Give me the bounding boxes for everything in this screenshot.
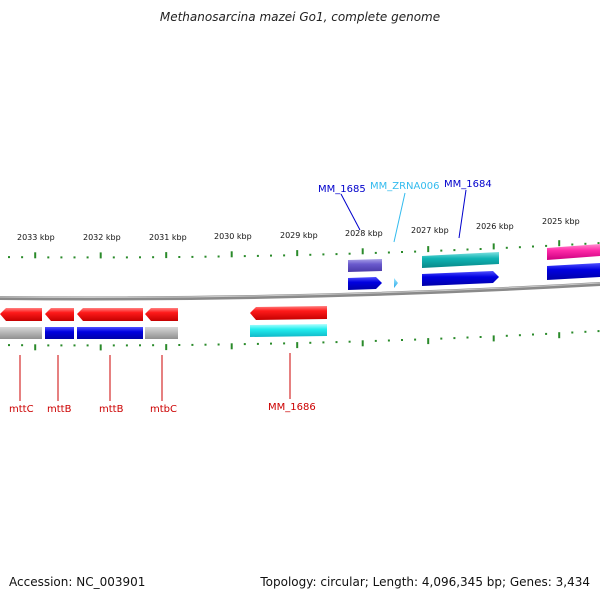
- gene-mm1686-cog: [250, 324, 327, 337]
- gene-mm1686: [250, 306, 327, 320]
- label-mttb-1: mttB: [47, 404, 72, 415]
- gene-right: [547, 263, 600, 280]
- scale-label: 2026 kbp: [476, 222, 514, 231]
- gene-mttb-2: [77, 308, 143, 321]
- label-mm1685: MM_1685: [318, 184, 366, 195]
- scale-label: 2033 kbp: [17, 233, 55, 242]
- label-mm-zrna006: MM_ZRNA006: [370, 181, 439, 192]
- scale-label: 2030 kbp: [214, 232, 252, 241]
- gene-mm1685: [348, 277, 382, 290]
- scale-label: 2027 kbp: [411, 226, 449, 235]
- genome-backbone: [0, 282, 600, 301]
- label-mttc: mttC: [9, 404, 34, 415]
- label-mttb-2: mttB: [99, 404, 124, 415]
- scale-label: 2029 kbp: [280, 231, 318, 240]
- scale-ticks-top: [8, 240, 600, 259]
- map-title: Methanosarcina mazei Go1, complete genom…: [159, 10, 441, 24]
- gene-mtbc: [145, 308, 178, 321]
- label-mm1684: MM_1684: [444, 179, 492, 190]
- gene-mtbc-cog: [145, 327, 178, 339]
- scale-label: 2032 kbp: [83, 233, 121, 242]
- gene-mttb-1-cog: [45, 327, 74, 339]
- reverse-outer-track: [0, 324, 327, 339]
- reverse-inner-track: [0, 306, 327, 321]
- gene-mttb-1: [45, 308, 74, 321]
- scale-label: 2028 kbp: [345, 229, 383, 238]
- forward-outer-track: [348, 244, 600, 272]
- scale-label: 2025 kbp: [542, 217, 580, 226]
- gene-mttc-cog: [0, 327, 42, 339]
- rna-mm-zrna006: [394, 278, 398, 288]
- gene-mm1684: [422, 271, 499, 286]
- genome-summary: Topology: circular; Length: 4,096,345 bp…: [260, 575, 590, 589]
- gene-mm1684-cog: [422, 252, 499, 268]
- label-mtbc: mtbC: [150, 404, 177, 415]
- gene-right-cog: [547, 244, 600, 260]
- scale-ticks-bottom: [8, 330, 600, 351]
- forward-inner-track: [348, 263, 600, 290]
- gene-mttb-2-cog: [77, 327, 143, 339]
- accession-label: Accession: NC_003901: [9, 575, 146, 589]
- scale-label: 2031 kbp: [149, 233, 187, 242]
- gene-mttc: [0, 308, 42, 321]
- label-mm1686: MM_1686: [268, 402, 316, 413]
- gene-mm1685-cog: [348, 259, 382, 272]
